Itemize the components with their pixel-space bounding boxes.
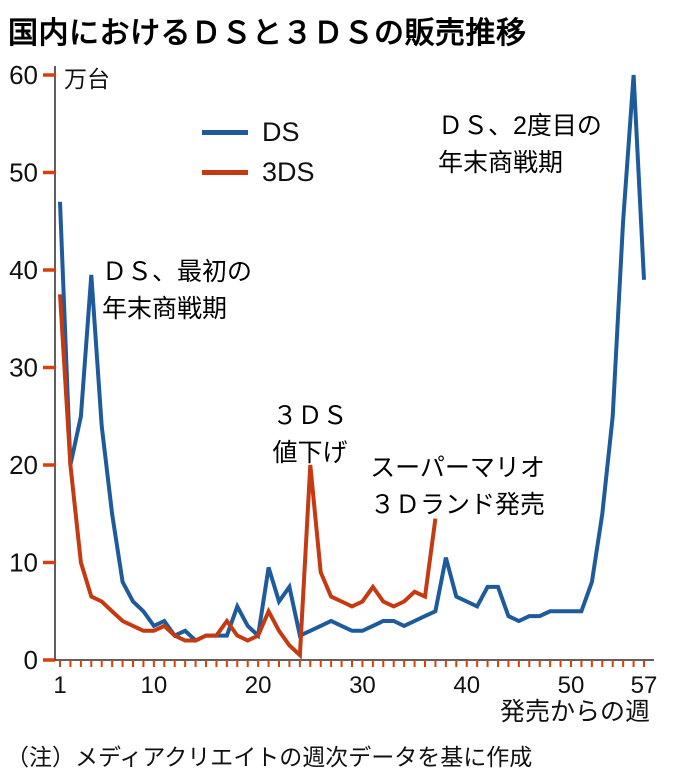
legend: DS 3DS xyxy=(202,112,315,192)
y-tick-label: 10 xyxy=(9,548,38,578)
x-tick-label: 40 xyxy=(453,672,480,699)
x-tick-label: 30 xyxy=(349,672,376,699)
chart-title: 国内におけるＤＳと３ＤＳの販売推移 xyxy=(8,17,527,50)
3ds-line-swatch xyxy=(202,169,248,175)
y-tick-label: 0 xyxy=(24,645,38,675)
series-line-3ds xyxy=(58,294,438,660)
x-tick-label: 57 xyxy=(631,672,658,699)
x-tick-label: 10 xyxy=(141,672,168,699)
legend-label-3ds: 3DS xyxy=(262,156,315,187)
x-tick-label: 20 xyxy=(245,672,272,699)
y-axis-unit-label: 万台 xyxy=(64,66,110,92)
y-tick-label: 60 xyxy=(9,60,38,90)
annotation-mario-3d-land: スーパーマリオ ３Ｄランド発売 xyxy=(369,454,545,519)
y-tick-label: 40 xyxy=(9,255,38,285)
series-line-ds xyxy=(58,74,646,643)
annotation-3ds-price-cut: ３ＤＳ 値下げ xyxy=(272,402,348,467)
y-tick-label: 50 xyxy=(9,158,38,188)
y-tick-label: 30 xyxy=(9,353,38,383)
x-tick-label: 50 xyxy=(558,672,585,699)
annotation-ds-first-holiday: ＤＳ、最初の 年末商戦期 xyxy=(102,258,253,323)
legend-item-3ds: 3DS xyxy=(202,152,315,192)
annotation-ds-second-holiday: ＤＳ、2度目の 年末商戦期 xyxy=(438,112,602,177)
ds-line-swatch xyxy=(202,129,248,135)
x-tick-label: 1 xyxy=(53,672,66,699)
source-note: （注）メディアクリエイトの週次データを基に作成 xyxy=(6,744,533,770)
y-tick-label: 20 xyxy=(9,450,38,480)
x-axis-title: 発売からの週 xyxy=(499,698,650,726)
legend-item-ds: DS xyxy=(202,112,315,152)
legend-label-ds: DS xyxy=(262,116,300,147)
